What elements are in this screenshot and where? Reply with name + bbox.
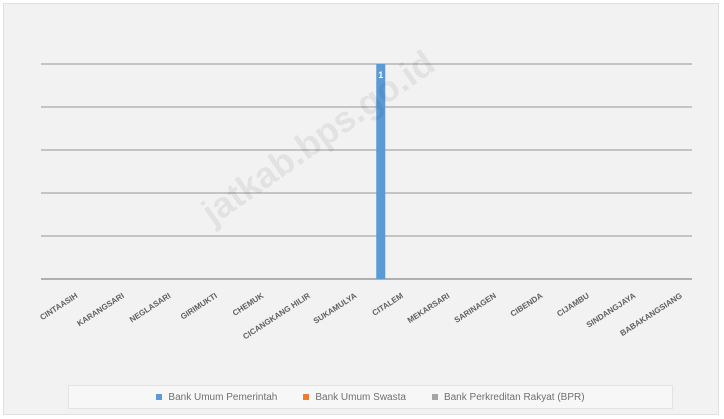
x-tick-label-10: SARINAGEN [453, 291, 498, 325]
chart-area: 1 CINTAASIH KARANGSARI NEGLASARI GIRIMUKTI C… [3, 3, 719, 415]
x-tick-label-9: MEKARSARI [406, 291, 452, 325]
x-tick-label-7: SUKAMULYA [312, 291, 359, 326]
x-tick-label-2: KARANGSARI [75, 291, 125, 328]
legend-swatch-3 [431, 394, 438, 400]
legend-label-2: Bank Umum Swasta [315, 391, 406, 403]
legend-item-1: Bank Umum Pemerintah [156, 392, 277, 403]
bars: 1 [376, 64, 386, 279]
legend-item-3: Bank Perkreditan Rakyat (BPR) [431, 391, 585, 403]
legend-label-3: Bank Perkreditan Rakyat (BPR) [443, 391, 585, 403]
legend: Bank Umum Pemerintah Bank Umum Swasta Ba… [68, 385, 673, 409]
data-label-1-8: 1 [378, 70, 383, 80]
legend-swatch-1 [156, 394, 163, 400]
legend-label-1: Bank Umum Pemerintah [168, 391, 278, 403]
x-tick-label-3: NEGLASARI [128, 291, 172, 324]
x-tick-label-11: CIBENDA [509, 291, 545, 319]
legend-item-2: Bank Umum Swasta [303, 392, 406, 403]
x-tick-label-4: GIRIMUKTI [179, 291, 219, 321]
x-tick-label-1: CINTAASIH [38, 291, 79, 322]
x-tick-label-12: CIJAMBU [555, 291, 591, 319]
gridlines [41, 63, 692, 280]
legend-swatch-2 [303, 394, 310, 400]
x-tick-label-5: CHEMUK [231, 291, 266, 318]
x-tick-label-8: CITALEM [371, 291, 406, 318]
bar-1-8 [376, 64, 386, 279]
